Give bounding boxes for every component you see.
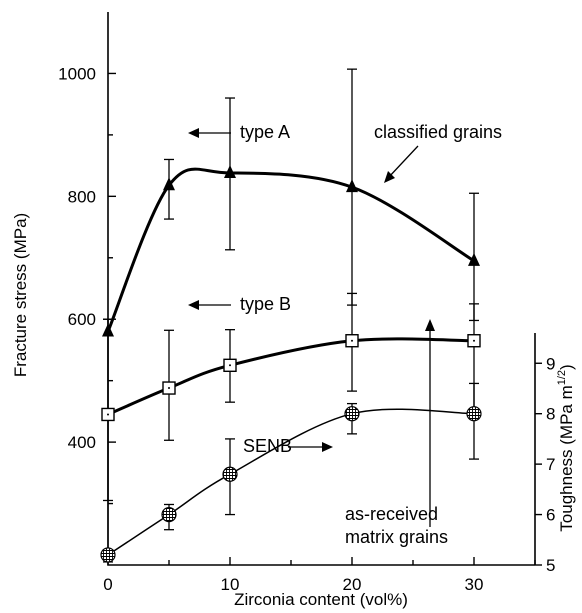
x-tick-label: 0 (103, 575, 112, 594)
type-a-arrowhead (188, 128, 199, 138)
y2-axis-title: Toughness (MPa m1/2) (556, 364, 576, 531)
y-tick-label: 1000 (58, 64, 96, 83)
senb-arrowhead (322, 442, 333, 452)
y2-tick-label: 6 (546, 506, 555, 525)
y2-axis-title-main: Toughness (MPa m (557, 385, 576, 531)
hatched-circle-marker (344, 406, 360, 422)
hatched-circle-marker (222, 466, 238, 482)
series-line-2 (107, 408, 475, 556)
y2-tick-label: 9 (546, 354, 555, 373)
y-tick-label: 600 (68, 310, 96, 329)
hatched-circle-marker (161, 506, 177, 523)
y2-tick-label: 5 (546, 556, 555, 575)
x-tick-label: 30 (465, 575, 484, 594)
hatched-circle-marker (100, 547, 116, 563)
triangle-marker (346, 179, 358, 193)
series-line-1 (107, 337, 475, 416)
y-axis-left: 400 600 800 1000 (58, 64, 116, 505)
annotations: type A classified grains type B SENB as-… (188, 122, 502, 547)
type-a-label: type A (240, 122, 290, 142)
y2-axis-title-exponent: 1/2 (556, 370, 568, 385)
plot-frame (107, 12, 535, 566)
error-bars (103, 68, 479, 563)
x-tick-label: 20 (343, 575, 362, 594)
triangle-marker (163, 177, 175, 191)
x-tick-label: 10 (221, 575, 240, 594)
as-received-label-line2: matrix grains (345, 527, 448, 547)
type-b-label: type B (240, 294, 291, 314)
as-received-arrowhead (425, 319, 435, 331)
square-marker-dot (351, 339, 353, 342)
type-b-arrowhead (188, 300, 199, 310)
x-axis: 0 10 20 30 (103, 557, 536, 594)
y2-axis-title-close: ) (557, 364, 576, 370)
square-marker-dot (107, 413, 109, 416)
square-marker-dot (168, 387, 170, 390)
data-markers (100, 164, 482, 563)
hatched-circle-marker (466, 406, 482, 422)
classified-grains-arrow (387, 145, 419, 179)
y-axis-right: 5 6 7 8 9 (535, 354, 555, 575)
y-axis-title: Fracture stress (MPa) (11, 213, 30, 377)
y-tick-label: 400 (68, 433, 96, 452)
y-tick-label: 800 (68, 187, 96, 206)
series-curves (106, 167, 475, 556)
triangle-marker (102, 323, 114, 337)
senb-label: SENB (243, 436, 292, 456)
square-marker-dot (229, 364, 231, 367)
y2-tick-label: 7 (546, 455, 555, 474)
classified-grains-label: classified grains (374, 122, 502, 142)
triangle-marker (224, 164, 236, 178)
square-marker-dot (473, 339, 475, 342)
as-received-label-line1: as-received (345, 504, 438, 524)
classified-grains-arrowhead (384, 171, 395, 183)
x-axis-title: Zirconia content (vol%) (234, 590, 408, 609)
y2-tick-label: 8 (546, 405, 555, 424)
triangle-marker (468, 252, 480, 266)
